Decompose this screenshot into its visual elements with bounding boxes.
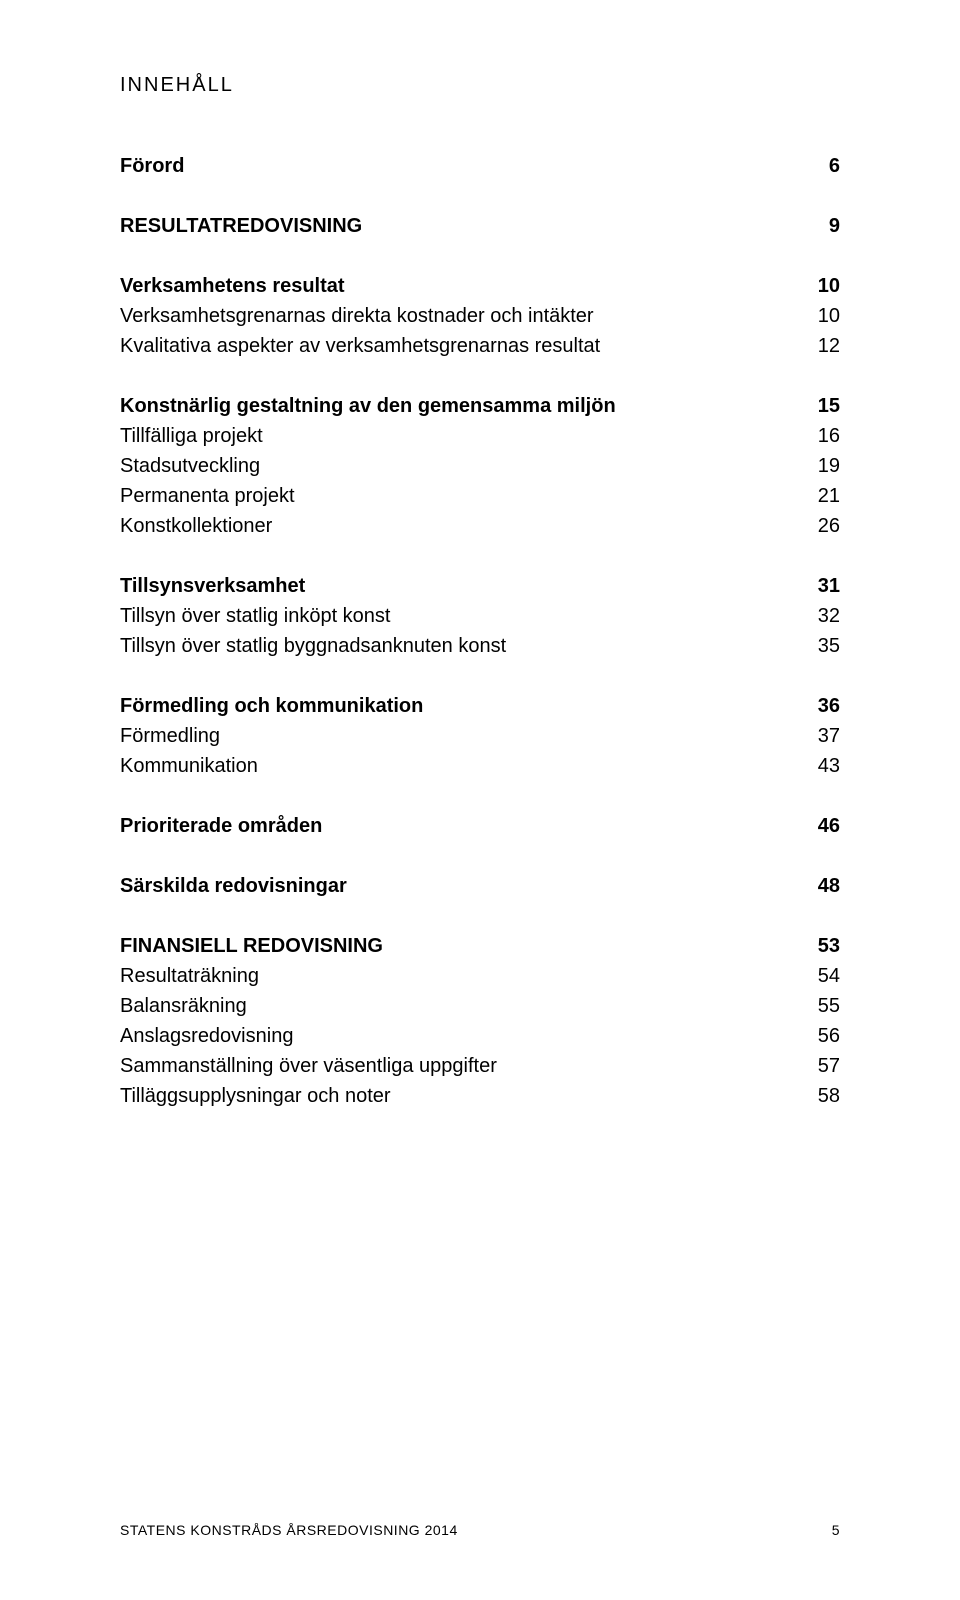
toc-spacer [120,181,840,211]
toc-page-number: 15 [794,391,840,421]
toc-label: Tillsynsverksamhet [120,571,794,601]
toc-page-number: 10 [794,301,840,331]
toc-page-number: 53 [794,931,840,961]
toc-label: Konstkollektioner [120,511,794,541]
toc-page-number: 10 [794,271,840,301]
toc-row: Resultaträkning54 [120,961,840,991]
toc-page-number: 37 [794,721,840,751]
toc-row: Konstnärlig gestaltning av den gemensamm… [120,391,840,421]
toc-label: FINANSIELL REDOVISNING [120,931,794,961]
document-page: INNEHÅLL Förord6RESULTATREDOVISNING9Verk… [0,0,960,1600]
toc-page-number: 26 [794,511,840,541]
toc-label: Tillsyn över statlig inköpt konst [120,601,794,631]
toc-spacer [120,901,840,931]
toc-page-number: 6 [805,151,840,181]
toc-row: Förord6 [120,151,840,181]
toc-spacer [120,361,840,391]
toc-row: Tillsyn över statlig inköpt konst32 [120,601,840,631]
toc-row: Anslagsredovisning56 [120,1021,840,1051]
toc-page-number: 12 [794,331,840,361]
toc-label: Sammanställning över väsentliga uppgifte… [120,1051,794,1081]
toc-label: Förmedling och kommunikation [120,691,794,721]
toc-row: Konstkollektioner26 [120,511,840,541]
toc-row: Kommunikation43 [120,751,840,781]
toc-spacer [120,781,840,811]
toc-label: Resultaträkning [120,961,794,991]
toc-row: Verksamhetens resultat10 [120,271,840,301]
toc-page-number: 54 [794,961,840,991]
toc-row: FINANSIELL REDOVISNING53 [120,931,840,961]
toc-row: RESULTATREDOVISNING9 [120,211,840,241]
toc-page-number: 57 [794,1051,840,1081]
toc-label: Prioriterade områden [120,811,794,841]
toc-label: Permanenta projekt [120,481,794,511]
toc-label: Tilläggsupplysningar och noter [120,1081,794,1111]
toc-label: Förord [120,151,805,181]
toc-label: Konstnärlig gestaltning av den gemensamm… [120,391,794,421]
toc-row: Förmedling och kommunikation36 [120,691,840,721]
toc-page-number: 36 [794,691,840,721]
toc-spacer [120,241,840,271]
toc-page-number: 46 [794,811,840,841]
toc-page-number: 48 [794,871,840,901]
toc-row: Särskilda redovisningar48 [120,871,840,901]
toc-label: Tillsyn över statlig byggnadsanknuten ko… [120,631,794,661]
toc-row: Stadsutveckling19 [120,451,840,481]
toc-page-number: 58 [794,1081,840,1111]
toc-page-number: 21 [794,481,840,511]
toc-row: Tilläggsupplysningar och noter58 [120,1081,840,1111]
toc-row: Tillsynsverksamhet31 [120,571,840,601]
toc-page-number: 35 [794,631,840,661]
toc-label: Särskilda redovisningar [120,871,794,901]
toc-spacer [120,841,840,871]
toc-page-number: 55 [794,991,840,1021]
toc-page-number: 32 [794,601,840,631]
toc-row: Sammanställning över väsentliga uppgifte… [120,1051,840,1081]
toc-label: Verksamhetsgrenarnas direkta kostnader o… [120,301,794,331]
toc-row: Förmedling37 [120,721,840,751]
toc-label: Anslagsredovisning [120,1021,794,1051]
page-footer: STATENS KONSTRÅDS ÅRSREDOVISNING 2014 5 [120,1522,840,1538]
toc-page-number: 56 [794,1021,840,1051]
toc-row: Balansräkning55 [120,991,840,1021]
toc-row: Verksamhetsgrenarnas direkta kostnader o… [120,301,840,331]
footer-left: STATENS KONSTRÅDS ÅRSREDOVISNING 2014 [120,1522,458,1538]
toc-heading: INNEHÅLL [120,74,840,97]
toc-page-number: 31 [794,571,840,601]
toc-page-number: 9 [805,211,840,241]
toc-label: Verksamhetens resultat [120,271,794,301]
toc-row: Prioriterade områden46 [120,811,840,841]
toc-row: Kvalitativa aspekter av verksamhetsgrena… [120,331,840,361]
toc-row: Permanenta projekt21 [120,481,840,511]
toc-page-number: 43 [794,751,840,781]
toc-spacer [120,541,840,571]
toc-label: RESULTATREDOVISNING [120,211,805,241]
toc-label: Förmedling [120,721,794,751]
toc-page-number: 16 [794,421,840,451]
toc-entries: Förord6RESULTATREDOVISNING9Verksamhetens… [120,151,840,1111]
toc-label: Stadsutveckling [120,451,794,481]
footer-page-number: 5 [832,1522,840,1538]
toc-spacer [120,661,840,691]
toc-page-number: 19 [794,451,840,481]
toc-label: Kvalitativa aspekter av verksamhetsgrena… [120,331,794,361]
toc-label: Balansräkning [120,991,794,1021]
toc-label: Kommunikation [120,751,794,781]
toc-label: Tillfälliga projekt [120,421,794,451]
toc-row: Tillfälliga projekt16 [120,421,840,451]
toc-row: Tillsyn över statlig byggnadsanknuten ko… [120,631,840,661]
